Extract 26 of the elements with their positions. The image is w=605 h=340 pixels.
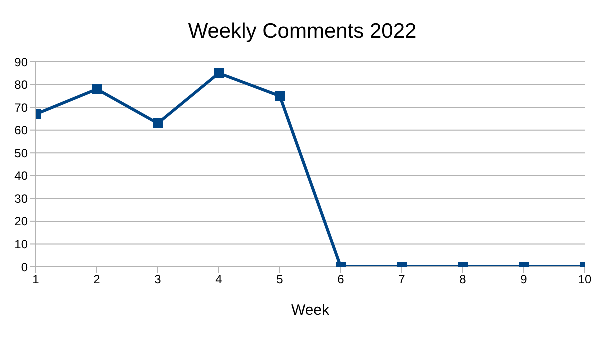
x-axis-title: Week bbox=[291, 302, 330, 319]
x-tick-label: 4 bbox=[216, 272, 223, 287]
chart-title: Weekly Comments 2022 bbox=[187, 20, 418, 44]
y-tick-label: 50 bbox=[14, 146, 28, 160]
x-tick-label: 5 bbox=[276, 272, 284, 287]
point bbox=[92, 84, 102, 94]
point bbox=[214, 68, 224, 78]
point bbox=[153, 118, 163, 128]
y-tick-label: 20 bbox=[14, 214, 28, 229]
y-tick-label: 70 bbox=[14, 100, 28, 115]
x-tick-label: 8 bbox=[460, 272, 467, 287]
x-tick-label: 1 bbox=[32, 272, 40, 287]
x-tick-label: 10 bbox=[578, 272, 592, 287]
x-tick-label: 9 bbox=[520, 272, 528, 287]
x-tick-label: 3 bbox=[154, 272, 162, 287]
x-tick-label: 7 bbox=[398, 272, 406, 287]
y-tick-label: 10 bbox=[14, 237, 28, 252]
y-tick-label: 40 bbox=[14, 169, 28, 184]
y-tick-label: 60 bbox=[14, 124, 28, 138]
point bbox=[275, 91, 285, 102]
y-tick-label: 0 bbox=[21, 260, 28, 274]
y-tick-label: 80 bbox=[14, 78, 28, 92]
y-tick-label: 30 bbox=[14, 192, 28, 206]
y-tick-label: 90 bbox=[14, 55, 28, 70]
x-tick-label: 2 bbox=[94, 272, 101, 287]
x-tick-label: 6 bbox=[338, 272, 345, 287]
